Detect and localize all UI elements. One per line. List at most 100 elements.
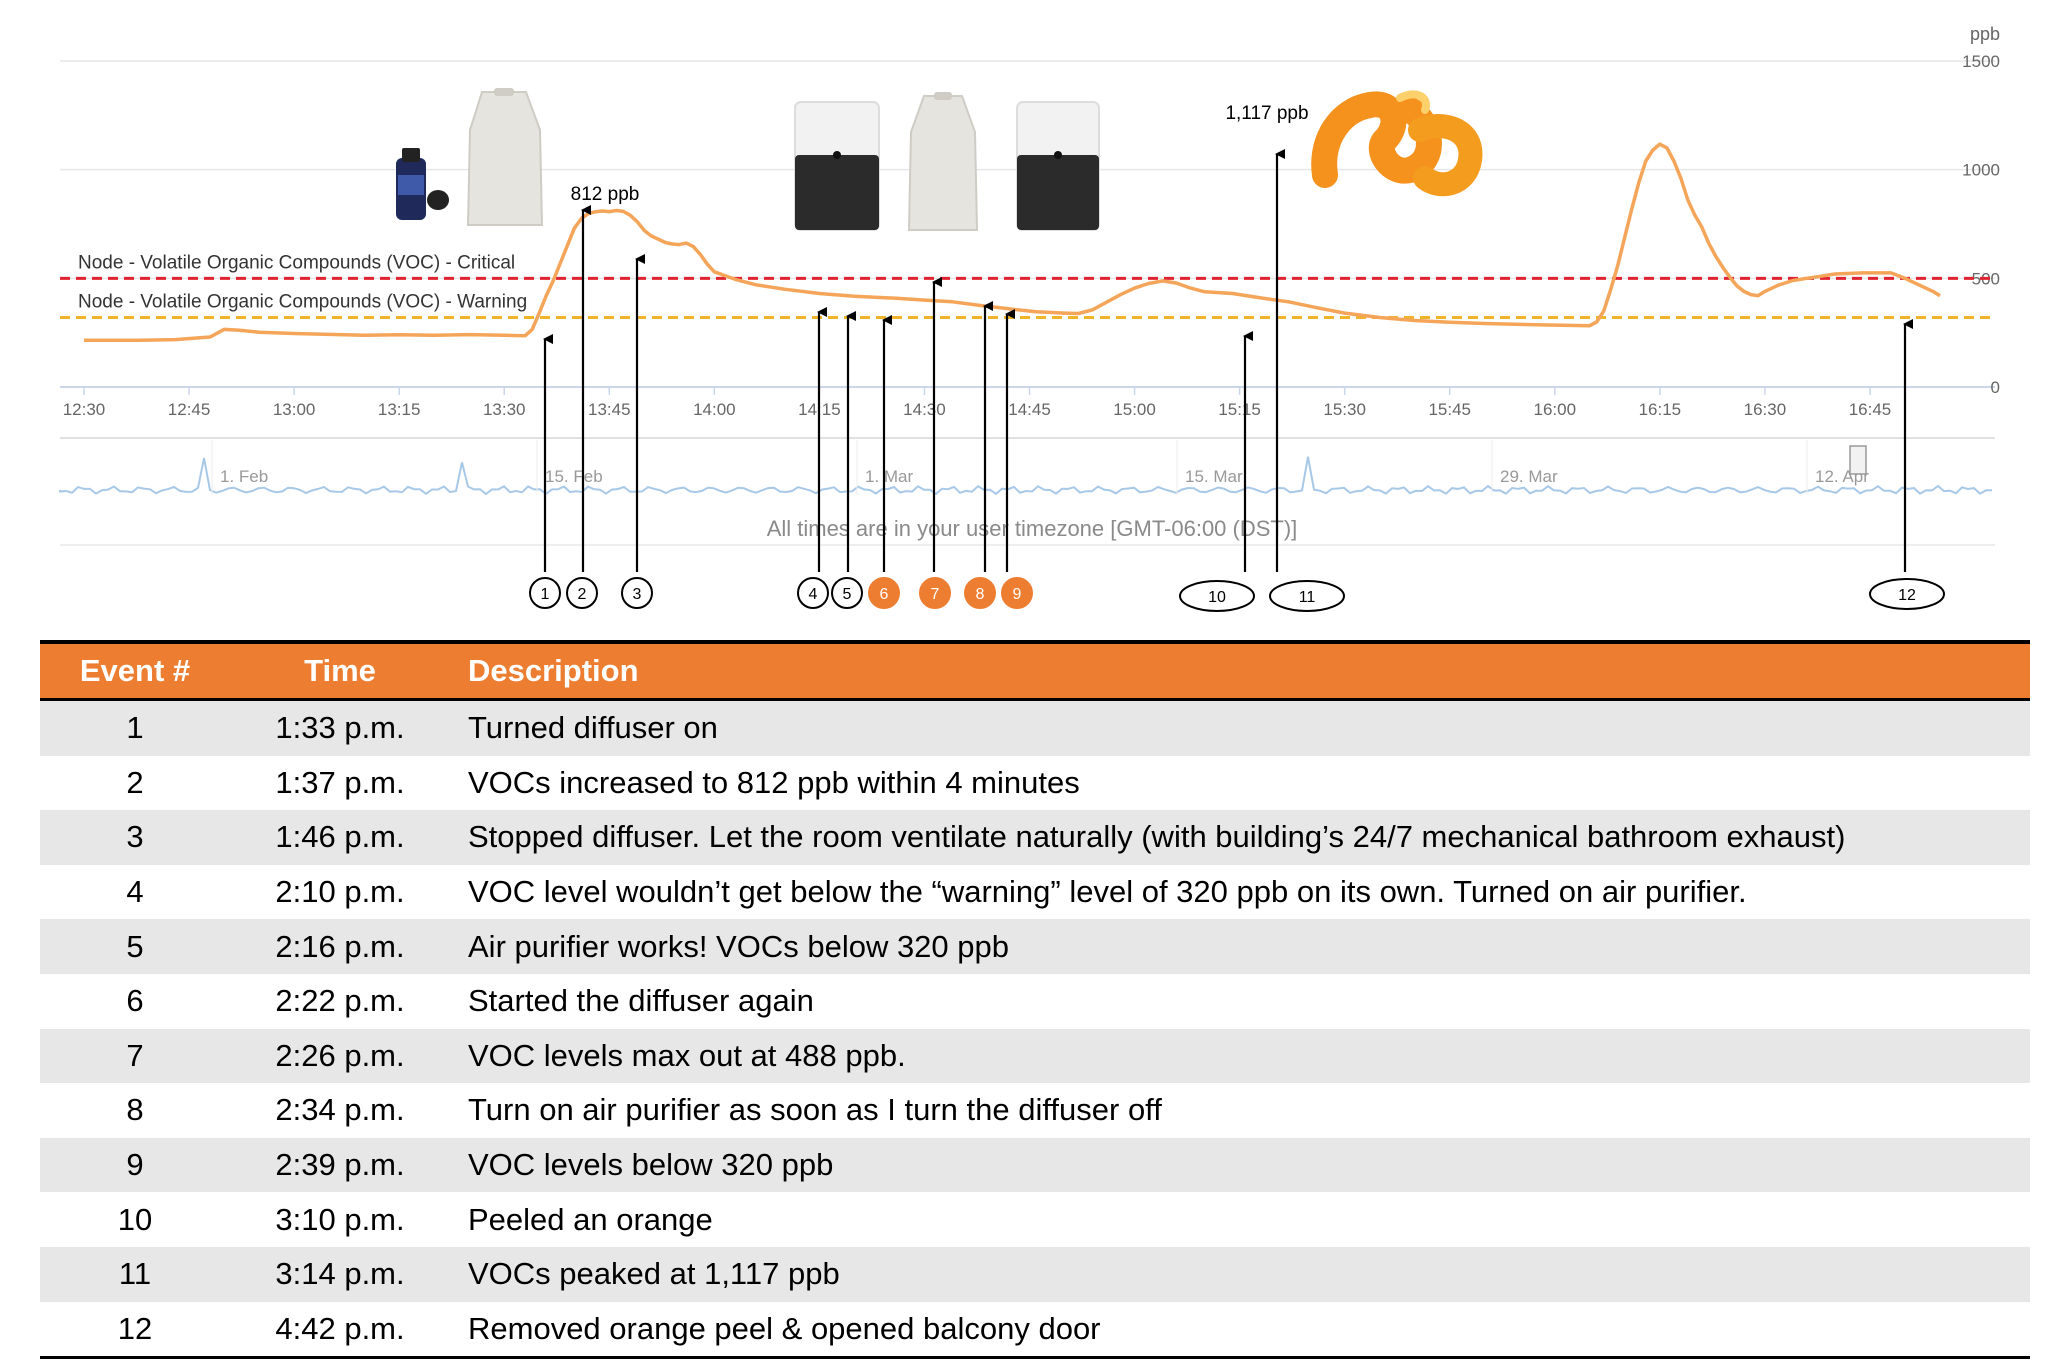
x-tick-label: 13:30 (483, 400, 526, 419)
x-tick-label: 15:15 (1218, 400, 1261, 419)
table-header-row: Event # Time Description (40, 640, 2030, 701)
event-marker (797, 577, 829, 609)
header-event-number: Event # (40, 640, 230, 701)
air-purifier-icon (794, 101, 880, 231)
x-tick-label: 16:30 (1744, 400, 1787, 419)
event-illustrations (396, 88, 1483, 231)
navigator-label: 15. Mar (1185, 467, 1243, 486)
navigator-label: 15. Feb (545, 467, 603, 486)
x-tick-label: 13:45 (588, 400, 631, 419)
table-row: 4 2:10 p.m. VOC level wouldn’t get below t… (40, 864, 2030, 920)
x-tick-label: 14:00 (693, 400, 736, 419)
event-description: Turned diffuser on (450, 699, 2030, 756)
x-tick-label: 12:45 (168, 400, 211, 419)
event-marker-label: 6 (880, 586, 889, 603)
event-description: VOCs peaked at 1,117 ppb (450, 1246, 2030, 1302)
event-number: 6 (40, 973, 230, 1029)
table-row: 9 2:39 p.m. VOC levels below 320 ppb (40, 1137, 2030, 1193)
x-tick-label: 13:00 (273, 400, 316, 419)
event-time: 1:37 p.m. (230, 755, 450, 811)
event-time: 4:42 p.m. (230, 1301, 450, 1360)
event-table: Event # Time Description 1 1:33 p.m. Turne… (40, 640, 2030, 1360)
event-marker-label: 7 (931, 586, 940, 603)
event-markers: 1 2 3 4 5 6 7 8 9 10 11 12 (529, 577, 1945, 612)
event-number: 4 (40, 864, 230, 920)
event-marker (919, 577, 951, 609)
event-time: 2:26 p.m. (230, 1028, 450, 1084)
event-arrows (543, 149, 1913, 572)
table-row: 10 3:10 p.m. Peeled an orange (40, 1192, 2030, 1247)
voc-series-line (84, 142, 1941, 343)
event-number: 2 (40, 755, 230, 811)
event-number: 1 (40, 699, 230, 756)
event-time: 3:14 p.m. (230, 1246, 450, 1302)
peak-annotation-1117: 1,117 ppb (1225, 103, 1308, 124)
event-marker-label: 1 (541, 586, 550, 603)
x-tick-label: 15:30 (1323, 400, 1366, 419)
event-time: 2:10 p.m. (230, 864, 450, 920)
event-description: VOC levels max out at 488 ppb. (450, 1028, 2030, 1084)
event-number: 11 (40, 1246, 230, 1302)
event-number: 5 (40, 919, 230, 974)
navigator-label: 1. Feb (220, 467, 268, 486)
threshold-label: Node - Volatile Organic Compounds (VOC) … (78, 291, 527, 312)
event-number: 8 (40, 1083, 230, 1138)
event-marker-label: 4 (809, 586, 818, 603)
x-tick-label: 12:30 (63, 400, 106, 419)
event-marker-label: 9 (1013, 586, 1022, 603)
event-marker (566, 577, 598, 609)
event-marker (529, 577, 561, 609)
peak-annotations: 812 ppb 1,117 ppb (571, 103, 1309, 205)
event-time: 1:46 p.m. (230, 810, 450, 865)
threshold-lines: Node - Volatile Organic Compounds (VOC) … (60, 252, 1995, 319)
air-purifier-icon (1016, 101, 1100, 231)
table-row: 5 2:16 p.m. Air purifier works! VOCs below… (40, 919, 2030, 974)
peak-annotation-812: 812 ppb (571, 184, 640, 205)
event-marker (1869, 578, 1945, 610)
x-tick-label: 13:15 (378, 400, 421, 419)
event-number: 3 (40, 810, 230, 865)
event-marker-label: 11 (1299, 589, 1316, 606)
navigator-handle (1849, 445, 1867, 475)
x-tick-label: 16:00 (1534, 400, 1577, 419)
table-row: 3 1:46 p.m. Stopped diffuser. Let the room… (40, 810, 2030, 865)
navigator-series (59, 456, 1992, 496)
table-row: 1 1:33 p.m. Turned diffuser on (40, 699, 2030, 756)
event-description: VOCs increased to 812 ppb within 4 minut… (450, 755, 2030, 811)
event-number: 9 (40, 1137, 230, 1193)
header-description: Description (450, 640, 2030, 701)
event-time: 2:22 p.m. (230, 973, 450, 1029)
orange-peel-icon (1311, 90, 1483, 197)
event-description: Turn on air purifier as soon as I turn t… (450, 1083, 2030, 1138)
event-description: Removed orange peel & opened balcony doo… (450, 1301, 2030, 1360)
x-tick-label: 16:15 (1639, 400, 1682, 419)
event-marker-label: 10 (1208, 589, 1226, 606)
header-time: Time (230, 640, 450, 701)
event-time: 2:16 p.m. (230, 919, 450, 974)
event-marker (831, 577, 863, 609)
x-tick-label: 14:30 (903, 400, 946, 419)
event-marker (868, 577, 900, 609)
x-axis: 12:3012:4513:0013:1513:3013:4514:0014:15… (63, 387, 1892, 419)
table-row: 12 4:42 p.m. Removed orange peel & opened … (40, 1301, 2030, 1360)
time-navigator[interactable]: 1. Feb 15. Feb 1. Mar 15. Mar 29. Mar 12. Apr (59, 437, 1995, 546)
event-marker (1179, 580, 1255, 612)
event-marker (1001, 577, 1033, 609)
event-time: 3:10 p.m. (230, 1192, 450, 1247)
event-description: Started the diffuser again (450, 973, 2030, 1029)
event-description: Stopped diffuser. Let the room ventilate… (450, 810, 2030, 865)
table-row: 11 3:14 p.m. VOCs peaked at 1,117 ppb (40, 1246, 2030, 1302)
event-marker-label: 5 (843, 586, 852, 603)
y-tick-label: 0 (1991, 378, 2000, 397)
diffuser-icon (466, 88, 544, 226)
event-marker (964, 577, 996, 609)
event-marker (621, 577, 653, 609)
x-tick-label: 15:45 (1428, 400, 1471, 419)
event-time: 1:33 p.m. (230, 699, 450, 756)
navigator-label: 1. Mar (865, 467, 914, 486)
threshold-label: Node - Volatile Organic Compounds (VOC) … (78, 252, 515, 273)
y-tick-label: 1000 (1962, 161, 2000, 180)
x-tick-label: 16:45 (1849, 400, 1892, 419)
